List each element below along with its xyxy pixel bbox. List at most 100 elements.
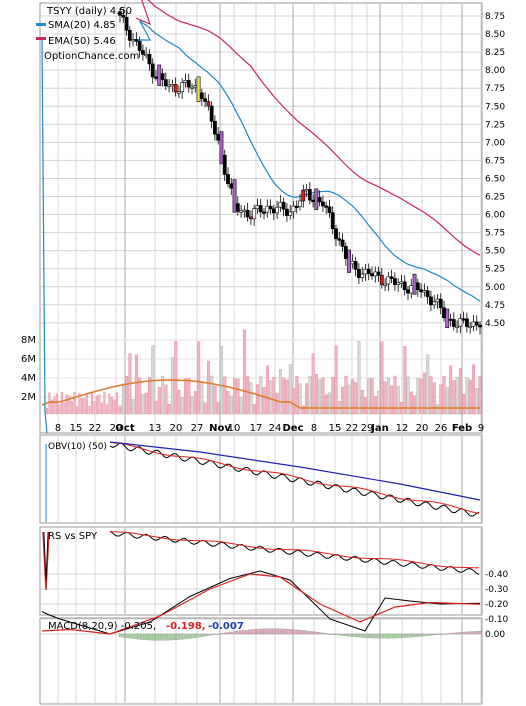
macd-histogram-bar (214, 633, 218, 635)
date-tick-label: 29 (361, 423, 374, 434)
macd-histogram-bar (355, 633, 359, 638)
volume-bar (357, 341, 361, 415)
candle-body (193, 85, 198, 88)
macd-histogram-bar (145, 633, 149, 641)
candle-body (370, 273, 374, 277)
candle-body (360, 273, 365, 278)
macd-histogram-bar (160, 633, 164, 641)
watermark: OptionChance.com (44, 51, 139, 62)
volume-bar (373, 396, 377, 415)
volume-bar (406, 376, 410, 415)
volume-bar (364, 397, 368, 415)
candle-body (265, 205, 270, 213)
volume-bar (370, 378, 374, 415)
volume-bar (341, 386, 345, 415)
candle-body (442, 307, 446, 319)
volume-bar (68, 395, 71, 415)
rs-startup-spike-black (43, 531, 49, 581)
volume-bar (314, 373, 318, 415)
macd-histogram-bar (316, 632, 320, 635)
candle-body (478, 324, 482, 328)
volume-bar (285, 379, 289, 415)
candle-body (379, 274, 384, 285)
macd-histogram-bar (385, 633, 389, 639)
candle-body (415, 282, 420, 290)
candle-body (278, 201, 283, 208)
price-tick-label: 7.00 (485, 138, 505, 148)
volume-bar (226, 391, 230, 415)
macd-histogram-bar (394, 633, 398, 639)
macd-histogram-bar (178, 633, 182, 640)
macd-histogram-bar (196, 633, 200, 638)
volume-bar (55, 393, 58, 415)
volume-bar (210, 375, 214, 415)
grid-lines (41, 4, 482, 703)
volume-bar (465, 377, 469, 415)
macd-histogram-bar (175, 633, 179, 640)
candle-body (249, 216, 253, 220)
date-tick-label: 29 (110, 423, 123, 434)
macd-tick-label: -0.20 (485, 600, 509, 610)
candle-body (324, 205, 329, 208)
macd-histogram-bar (325, 633, 329, 635)
macd-histogram-bar (457, 632, 461, 635)
macd-label: MACD(8,20,9) -0.205, (48, 621, 156, 632)
rs-label: RS vs SPY (48, 531, 98, 542)
volume-bar (184, 378, 188, 415)
candle-body (451, 319, 456, 327)
volume-bar (350, 378, 354, 415)
volume-bar (98, 394, 101, 415)
volume-bar (449, 365, 453, 415)
macd-line (41, 570, 481, 635)
ema-legend-swatch (36, 37, 46, 40)
candle-body (455, 325, 459, 328)
volume-tick-label: 4M (21, 373, 36, 384)
volume-bar (125, 375, 129, 415)
macd-histogram-bar (376, 633, 380, 639)
volume-bar (305, 383, 309, 415)
candle-body (429, 296, 433, 306)
candle-body (291, 205, 296, 213)
candle-body (141, 50, 145, 55)
macd-histogram-bar (142, 633, 146, 640)
date-tick-label: Oct (115, 423, 134, 434)
macd-histogram-bar (421, 633, 425, 637)
volume-bar (367, 378, 371, 415)
date-tick-label: 22 (346, 423, 359, 434)
macd-histogram-bar (292, 629, 296, 635)
volume-bar (458, 368, 462, 415)
candle-body (245, 209, 250, 218)
macd-histogram-bar (124, 633, 128, 638)
macd-legend: MACD(8,20,9) -0.205, -0.198, -0.007 (48, 621, 244, 632)
volume-bar (308, 376, 312, 415)
volume-bar (262, 387, 266, 415)
volume-bar (442, 375, 446, 415)
macd-histogram-bar (433, 633, 437, 636)
macd-histogram-bar (427, 633, 431, 636)
price-tick-label: 8.00 (485, 66, 505, 76)
macd-histogram-bar (184, 633, 188, 639)
candle-body (465, 318, 469, 327)
volume-bar (360, 390, 364, 415)
volume-bar (347, 384, 351, 415)
volume-bar (213, 385, 217, 415)
volume-bar (246, 376, 250, 415)
rs-line (109, 530, 480, 575)
price-title: TSYY (daily) 4.50 (46, 6, 132, 17)
volume-bar (416, 377, 420, 415)
volume-bar (167, 404, 171, 415)
candle-body (399, 281, 404, 284)
macd-histogram-bar (259, 628, 263, 635)
macd-histogram-bar (424, 633, 428, 636)
macd-histogram-bar (286, 629, 290, 635)
volume-bar (190, 395, 194, 415)
macd-histogram-bar (463, 631, 467, 635)
date-tick-label: 15 (329, 423, 342, 434)
volume-bar (282, 377, 286, 415)
date-tick-label: 20 (170, 423, 183, 434)
volume-bar (141, 394, 145, 415)
volume-bar (236, 378, 240, 415)
macd-histogram-bar (190, 633, 194, 639)
candle-body (209, 105, 214, 122)
